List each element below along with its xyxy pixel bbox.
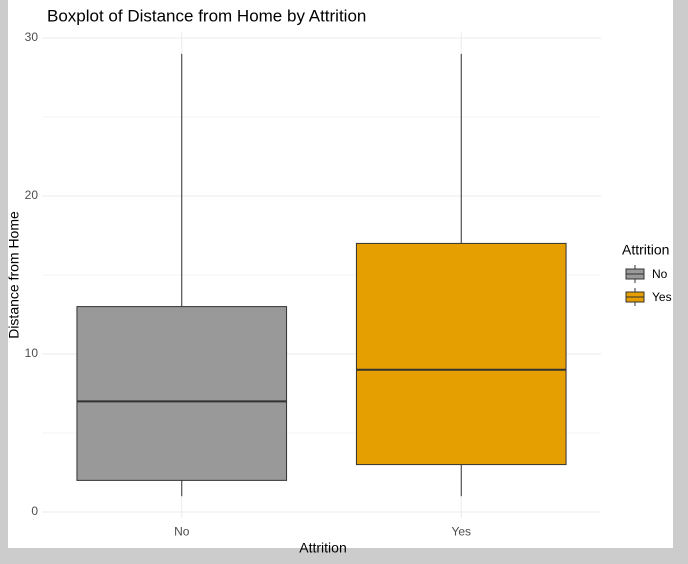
y-tick-label: 0 (31, 504, 38, 518)
x-tick-label: Yes (451, 524, 471, 538)
y-tick-label: 10 (25, 346, 39, 360)
box (76, 306, 288, 481)
legend-title: Attrition (622, 242, 669, 258)
x-axis-label: Attrition (299, 540, 346, 556)
y-axis-label: Distance from Home (6, 211, 22, 339)
y-tick-label: 20 (25, 188, 39, 202)
chart-title: Boxplot of Distance from Home by Attriti… (47, 6, 366, 25)
legend-label: Yes (652, 290, 672, 304)
y-tick-label: 30 (25, 30, 39, 44)
x-tick-label: No (174, 524, 190, 538)
legend-label: No (652, 267, 668, 281)
box (355, 242, 567, 466)
